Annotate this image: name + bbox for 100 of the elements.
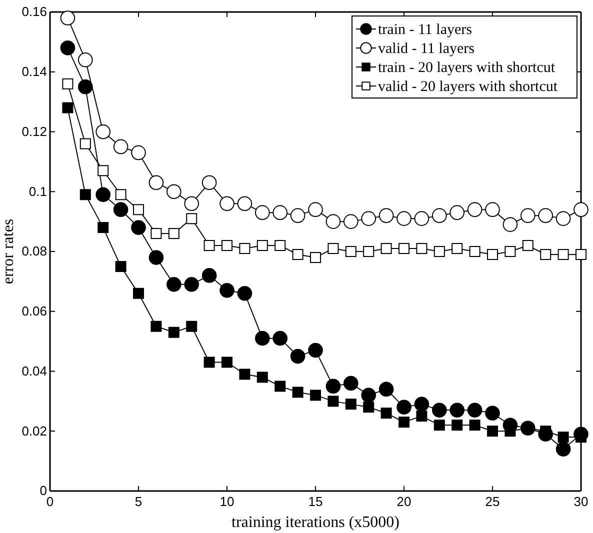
point bbox=[522, 240, 534, 252]
point bbox=[80, 189, 91, 200]
point bbox=[396, 400, 412, 415]
point bbox=[556, 211, 571, 226]
point bbox=[80, 138, 91, 150]
point bbox=[308, 202, 323, 217]
point bbox=[204, 240, 215, 252]
point bbox=[254, 205, 270, 220]
point bbox=[186, 213, 198, 224]
point bbox=[556, 442, 571, 456]
point bbox=[113, 202, 128, 217]
point bbox=[239, 243, 250, 254]
point bbox=[60, 40, 76, 56]
point bbox=[416, 243, 428, 254]
y-tick-label: 0.16 bbox=[22, 4, 47, 20]
point bbox=[131, 145, 146, 160]
point bbox=[378, 382, 394, 397]
point bbox=[310, 390, 321, 401]
y-tick-label: 0.08 bbox=[22, 244, 47, 259]
point bbox=[150, 228, 162, 240]
point bbox=[272, 205, 288, 220]
point bbox=[166, 184, 182, 200]
point bbox=[343, 376, 358, 391]
point bbox=[398, 243, 410, 254]
point bbox=[254, 330, 270, 346]
legend-label: valid - 20 layers with shortcut bbox=[378, 79, 558, 95]
point bbox=[328, 396, 339, 407]
legend-label: train - 20 layers with shortcut bbox=[378, 60, 556, 76]
point bbox=[452, 243, 463, 254]
y-tick-label: 0.12 bbox=[22, 124, 47, 139]
point bbox=[98, 165, 109, 176]
y-tick-label: 0.06 bbox=[22, 304, 47, 319]
point bbox=[416, 410, 428, 422]
point bbox=[576, 248, 586, 260]
point bbox=[115, 260, 126, 272]
y-tick-label: 0.02 bbox=[22, 423, 47, 438]
x-tick-label: 25 bbox=[485, 494, 500, 510]
point bbox=[237, 286, 252, 301]
point bbox=[558, 248, 569, 260]
point bbox=[467, 202, 482, 217]
point bbox=[310, 252, 321, 263]
point bbox=[60, 10, 76, 26]
point bbox=[361, 388, 376, 403]
point bbox=[487, 248, 498, 260]
point bbox=[98, 222, 109, 234]
point bbox=[450, 205, 465, 220]
point bbox=[540, 248, 552, 260]
point bbox=[202, 175, 217, 190]
point bbox=[558, 432, 569, 443]
point bbox=[148, 250, 164, 265]
point bbox=[290, 208, 306, 223]
point bbox=[467, 402, 482, 418]
point bbox=[272, 330, 288, 346]
y-tick-label: 0.04 bbox=[22, 363, 47, 378]
y-tick-label: 0.14 bbox=[22, 64, 47, 80]
point bbox=[469, 420, 480, 431]
y-tick-label: 0 bbox=[40, 483, 47, 498]
x-tick-label: 30 bbox=[574, 494, 588, 510]
point bbox=[432, 208, 447, 223]
point bbox=[345, 398, 356, 410]
y-tick-label: 0.1 bbox=[28, 184, 47, 199]
point bbox=[166, 277, 182, 292]
point bbox=[256, 240, 268, 252]
point bbox=[202, 268, 217, 283]
point bbox=[62, 78, 74, 90]
point bbox=[150, 320, 162, 332]
point bbox=[113, 139, 128, 154]
point bbox=[414, 211, 430, 226]
point bbox=[520, 208, 536, 223]
point bbox=[115, 189, 126, 200]
point bbox=[396, 211, 412, 226]
legend-label: train - 11 layers bbox=[378, 22, 472, 38]
point bbox=[222, 240, 232, 252]
point bbox=[504, 246, 516, 257]
point bbox=[184, 196, 200, 211]
point bbox=[434, 246, 445, 257]
x-axis-title: training iterations (x5000) bbox=[232, 514, 400, 531]
point bbox=[131, 220, 146, 235]
x-tick-label: 15 bbox=[308, 494, 323, 510]
point bbox=[432, 402, 447, 418]
point bbox=[398, 416, 410, 428]
point bbox=[502, 217, 518, 232]
point bbox=[345, 246, 356, 257]
point bbox=[220, 196, 234, 211]
point bbox=[256, 372, 268, 383]
point bbox=[96, 187, 111, 202]
point bbox=[380, 243, 392, 254]
x-tick-label: 5 bbox=[134, 494, 142, 510]
point bbox=[78, 79, 93, 94]
point bbox=[485, 202, 500, 217]
point bbox=[62, 102, 74, 114]
point bbox=[485, 406, 500, 421]
point bbox=[434, 420, 445, 431]
point bbox=[220, 283, 234, 298]
point bbox=[237, 196, 252, 211]
x-tick-label: 10 bbox=[220, 494, 234, 510]
point bbox=[361, 211, 376, 226]
point bbox=[168, 326, 180, 338]
point bbox=[292, 248, 304, 260]
point bbox=[184, 277, 200, 292]
